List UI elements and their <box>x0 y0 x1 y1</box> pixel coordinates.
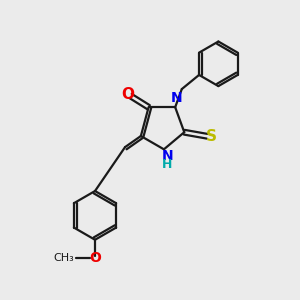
Text: O: O <box>122 87 135 102</box>
Text: S: S <box>206 129 217 144</box>
Text: O: O <box>89 250 101 265</box>
Text: H: H <box>162 158 173 171</box>
Text: CH₃: CH₃ <box>53 253 74 262</box>
Text: N: N <box>162 149 173 163</box>
Text: N: N <box>171 91 182 105</box>
